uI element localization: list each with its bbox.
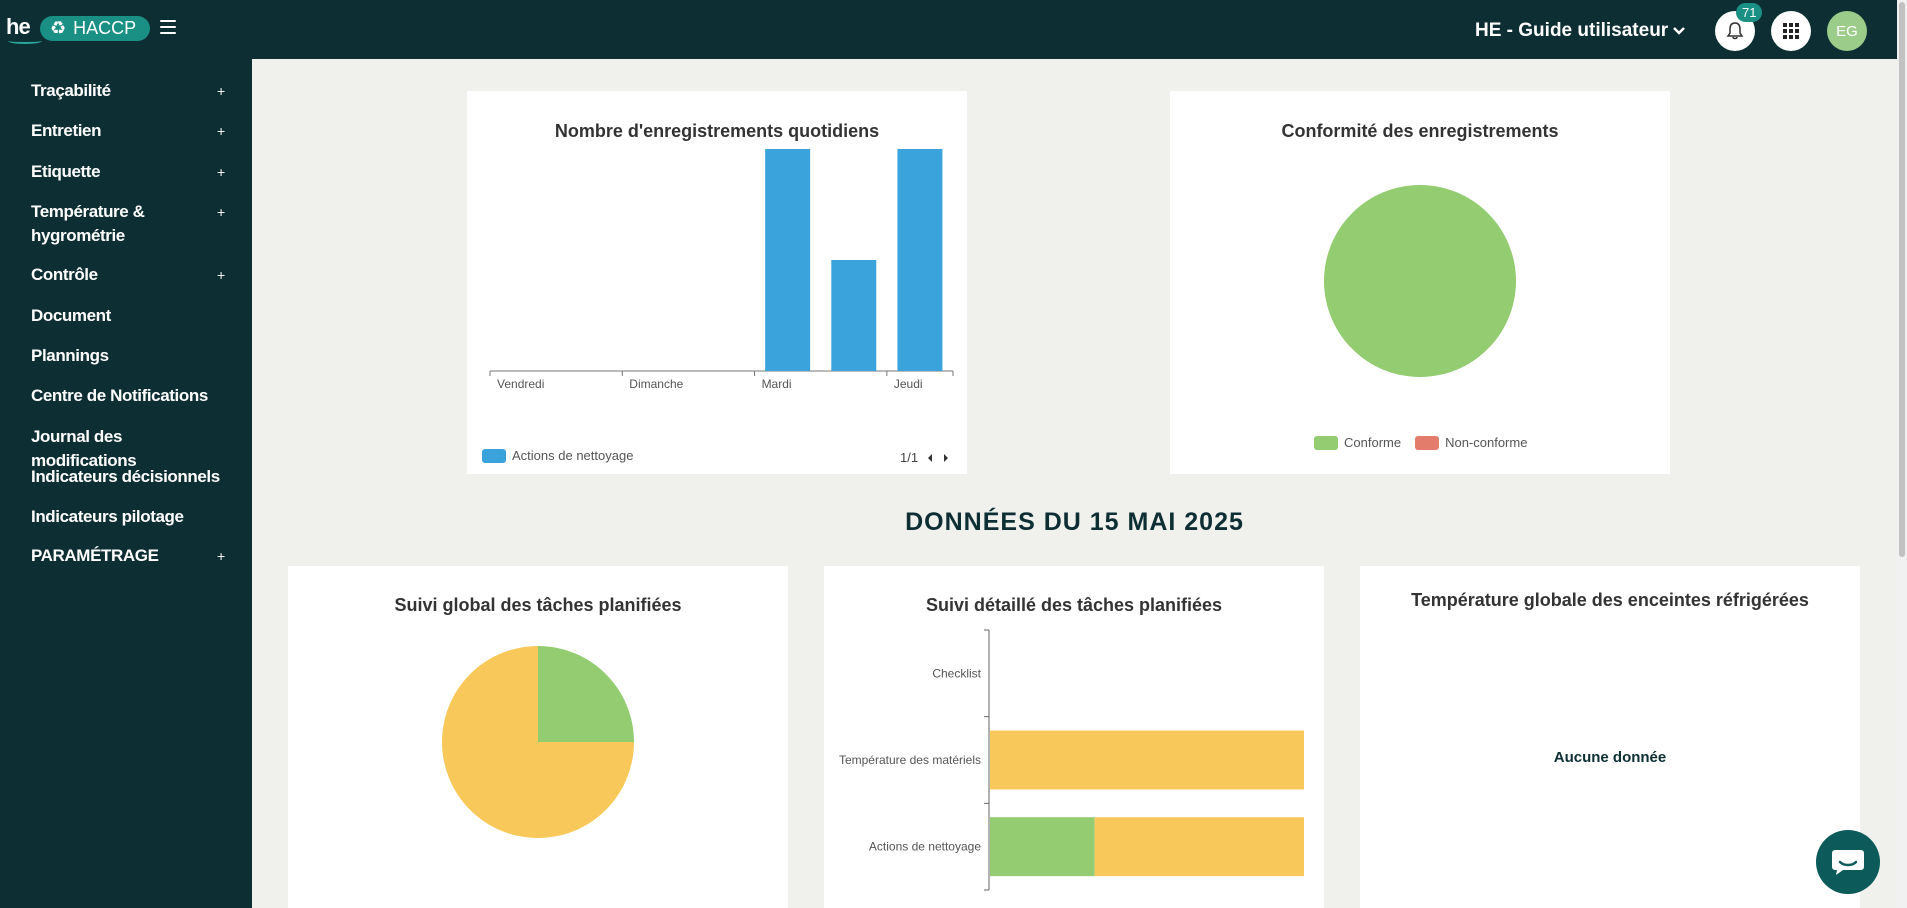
pager-next-icon[interactable] (942, 453, 950, 463)
user-avatar[interactable]: EG (1827, 11, 1867, 51)
sidebar-item-label: Document (31, 306, 111, 325)
sidebar-item-label: Entretien (31, 121, 102, 140)
bar-mercredi[interactable] (831, 260, 877, 371)
apps-grid-button[interactable] (1771, 11, 1811, 51)
sidebar-item-document[interactable]: Document (31, 304, 231, 328)
x-tick-label: Vendredi (497, 377, 544, 391)
sidebar-item-entretien[interactable]: Entretien + (31, 119, 231, 143)
sidebar-item-indicateurs-pilotage[interactable]: Indicateurs pilotage (31, 505, 231, 529)
sidebar-item-temperature[interactable]: Température & hygrométrie + (31, 200, 231, 248)
global-tasks-slice-1[interactable] (442, 646, 634, 838)
app-switch-pill[interactable]: ♻ HACCP (40, 16, 150, 41)
conformity-pie-chart (1324, 185, 1516, 377)
top-bar: he ♻ HACCP HE - Guide utilisateur 71 EG (0, 0, 1897, 59)
sidebar-item-label: Température & (31, 202, 145, 221)
hbar-segment[interactable] (990, 817, 1095, 877)
legend-label: Actions de nettoyage (512, 448, 634, 463)
sidebar-item-etiquette[interactable]: Etiquette + (31, 160, 231, 184)
chat-bubble-icon (1832, 850, 1864, 875)
expand-plus-icon: + (217, 204, 225, 220)
global-tasks-title: Suivi global des tâches planifiées (394, 595, 682, 615)
detailed-tasks-card: Suivi détaillé des tâches planifiées Che… (824, 566, 1324, 908)
sidebar-item-label: Indicateurs décisionnels (31, 467, 220, 486)
sidebar: Traçabilité + Entretien + Etiquette + Tempé… (0, 59, 252, 908)
scrollbar-thumb[interactable] (1899, 2, 1905, 557)
daily-records-title: Nombre d'enregistrements quotidiens (554, 121, 880, 141)
project-selector[interactable]: HE - Guide utilisateur (1475, 20, 1686, 42)
sidebar-item-label: Indicateurs pilotage (31, 507, 184, 526)
no-data-message: Aucune donnée (1553, 749, 1667, 766)
y-tick-label: Checklist (932, 666, 981, 680)
conformity-card: Conformité des enregistrements Conforme … (1170, 91, 1670, 474)
sidebar-item-label: Etiquette (31, 162, 101, 181)
x-tick-label: Mardi (762, 377, 792, 391)
sidebar-item-label: Plannings (31, 346, 109, 365)
expand-plus-icon: + (217, 548, 225, 564)
conformity-legend: Conforme Non-conforme (1314, 435, 1527, 450)
y-tick-label: Température des matériels (839, 753, 981, 767)
project-name: HE - Guide utilisateur (1475, 20, 1669, 41)
daily-records-bar-chart: Vendredi Dimanche Mardi Jeudi (489, 149, 954, 391)
recycle-icon: ♻ (50, 18, 67, 38)
chevron-down-icon (1673, 27, 1686, 35)
sidebar-item-label: Centre de Notifications (31, 386, 208, 405)
hamburger-menu-icon[interactable] (160, 20, 176, 34)
global-tasks-card: Suivi global des tâches planifiées (288, 566, 788, 908)
temperature-card: Température globale des enceintes réfrig… (1360, 566, 1860, 908)
legend-swatch-conforme (1314, 435, 1338, 450)
global-tasks-slice-0[interactable] (538, 646, 634, 742)
sidebar-item-journal-modifications[interactable]: Journal des modifications (31, 425, 231, 473)
sidebar-item-label: PARAMÉTRAGE (31, 546, 159, 565)
logo-swoosh-icon (8, 38, 42, 44)
sidebar-item-indicateurs-decisionnels[interactable]: Indicateurs décisionnels (31, 465, 231, 489)
sidebar-item-label: Contrôle (31, 265, 98, 284)
chat-button[interactable] (1816, 830, 1880, 894)
hbar-segment[interactable] (990, 730, 1304, 790)
bell-icon (1726, 22, 1744, 40)
sidebar-item-tracabilite[interactable]: Traçabilité + (31, 79, 231, 103)
sidebar-item-parametrage[interactable]: PARAMÉTRAGE + (31, 544, 231, 568)
legend-swatch (482, 448, 506, 463)
conformity-slice-0[interactable] (1324, 185, 1516, 377)
expand-plus-icon: + (217, 267, 225, 283)
bar-jeudi[interactable] (897, 149, 943, 371)
bar-mardi[interactable] (765, 149, 811, 371)
conformity-title: Conformité des enregistrements (1281, 121, 1559, 141)
detailed-tasks-title: Suivi détaillé des tâches planifiées (925, 595, 1223, 615)
legend-label-conforme[interactable]: Conforme (1344, 435, 1402, 450)
legend-swatch-non-conforme (1415, 435, 1440, 450)
temperature-title: Température globale des enceintes réfrig… (1411, 590, 1809, 610)
hbar-segment[interactable] (1094, 817, 1304, 877)
y-tick-label: Actions de nettoyage (869, 840, 981, 854)
daily-records-card: Nombre d'enregistrements quotidiens Vend… (467, 91, 967, 474)
x-tick-label: Dimanche (629, 377, 683, 391)
legend-pager: 1/1 (900, 450, 950, 465)
page-scrollbar[interactable] (1897, 0, 1907, 908)
apps-grid-icon (1783, 23, 1799, 39)
section-title: DONNÉES DU 15 MAI 2025 (905, 508, 1244, 536)
expand-plus-icon: + (217, 123, 225, 139)
expand-plus-icon: + (217, 164, 225, 180)
sidebar-item-centre-notifications[interactable]: Centre de Notifications (31, 384, 231, 408)
sidebar-item-label: Journal des modifications (31, 427, 137, 470)
x-tick-label: Jeudi (894, 377, 923, 391)
detailed-tasks-bar-chart: Checklist Température des matériels Action… (839, 629, 1304, 891)
pager-prev-icon[interactable] (926, 453, 934, 463)
app-pill-label: HACCP (73, 18, 137, 38)
notification-count-badge: 71 (1736, 3, 1763, 22)
pager-text: 1/1 (900, 450, 919, 465)
sidebar-item-label-line2: hygrométrie (31, 226, 125, 245)
sidebar-item-controle[interactable]: Contrôle + (31, 263, 231, 287)
expand-plus-icon: + (217, 83, 225, 99)
sidebar-item-label: Traçabilité (31, 81, 111, 100)
logo[interactable]: he (6, 14, 31, 39)
global-tasks-pie-chart (442, 646, 634, 838)
legend-label-non-conforme[interactable]: Non-conforme (1445, 435, 1528, 450)
sidebar-item-plannings[interactable]: Plannings (31, 344, 231, 368)
daily-records-legend[interactable]: Actions de nettoyage (482, 448, 633, 463)
